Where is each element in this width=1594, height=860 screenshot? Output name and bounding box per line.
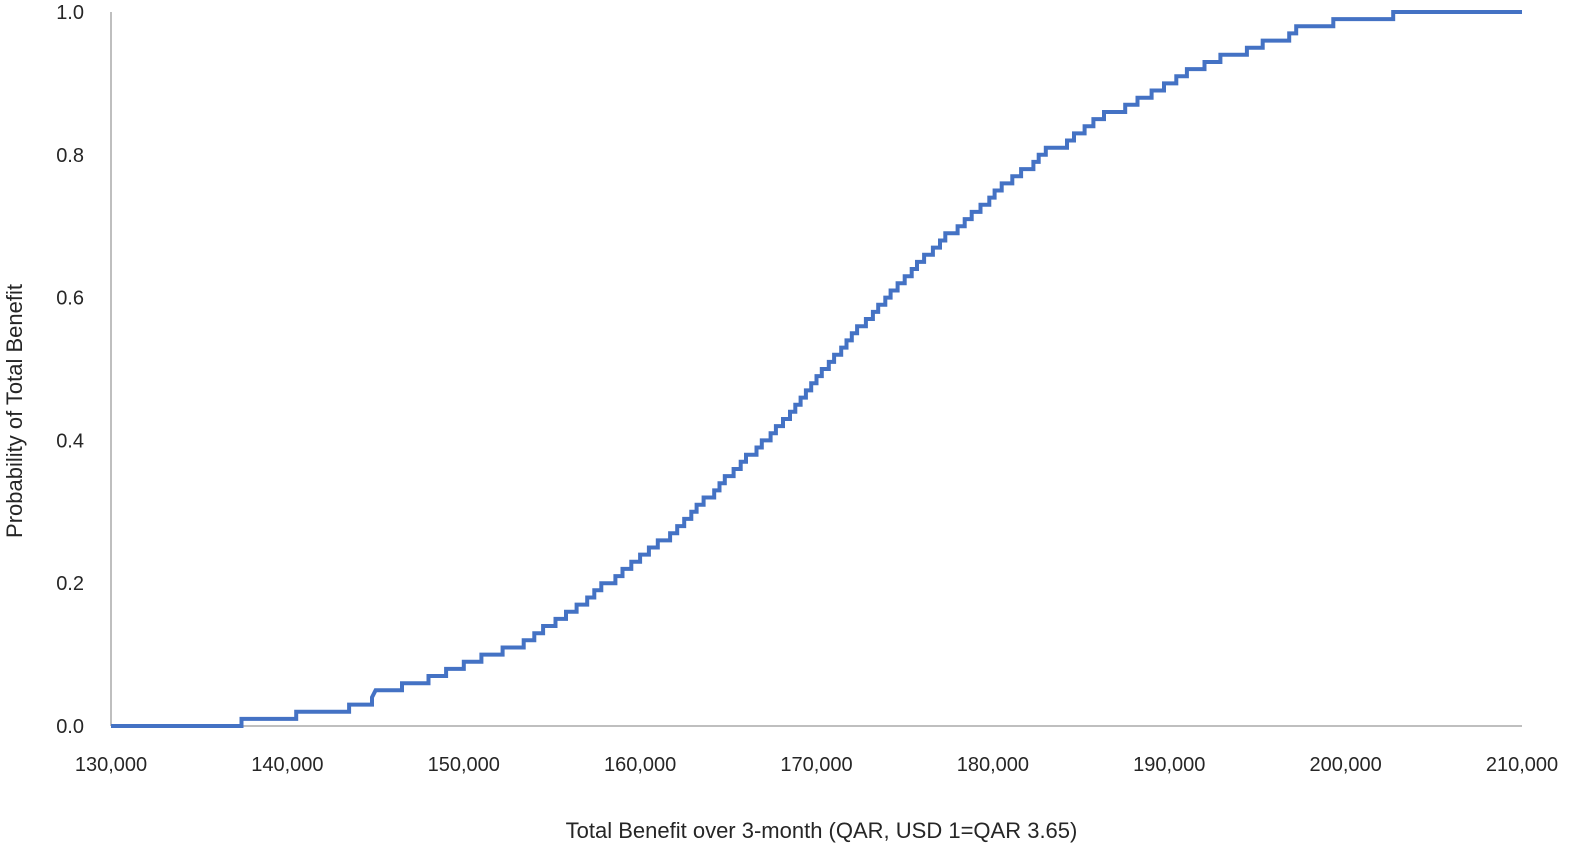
x-tick-label: 200,000	[1309, 754, 1381, 776]
y-tick-label: 0.2	[56, 573, 84, 595]
x-axis-tick-labels: 130,000 140,000 150,000 160,000 170,000 180,0…	[75, 754, 1558, 776]
x-axis-title: Total Benefit over 3-month (QAR, USD 1=Q…	[566, 818, 1078, 843]
y-tick-label: 0.6	[56, 288, 84, 310]
x-tick-label: 160,000	[604, 754, 676, 776]
y-tick-label: 0.4	[56, 430, 84, 452]
x-tick-label: 190,000	[1133, 754, 1205, 776]
cdf-step-line	[111, 10, 1522, 728]
y-tick-label: 0.8	[56, 145, 84, 167]
x-tick-label: 180,000	[957, 754, 1029, 776]
y-axis-tick-labels: 0.0 0.2 0.4 0.6 0.8 1.0	[56, 2, 84, 738]
y-tick-label: 0.0	[56, 716, 84, 738]
x-tick-label: 140,000	[251, 754, 323, 776]
x-tick-label: 210,000	[1486, 754, 1558, 776]
x-tick-label: 150,000	[428, 754, 500, 776]
y-axis-title: Probability of Total Benefit	[2, 284, 27, 538]
x-tick-label: 170,000	[780, 754, 852, 776]
y-tick-label: 1.0	[56, 2, 84, 24]
x-tick-label: 130,000	[75, 754, 147, 776]
